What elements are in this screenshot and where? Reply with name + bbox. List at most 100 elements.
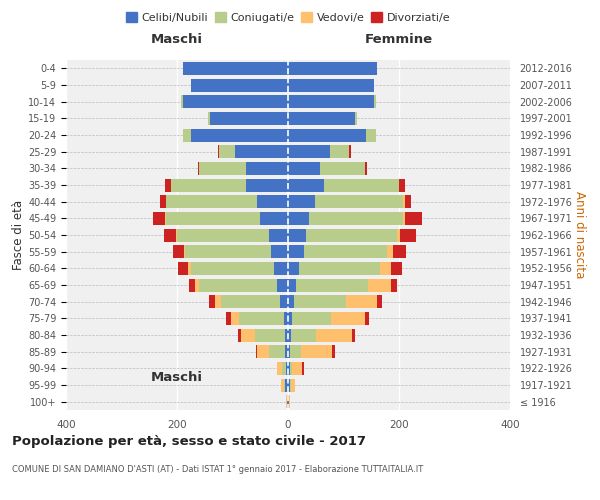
Bar xyxy=(189,278,195,291)
Bar xyxy=(374,95,376,108)
Bar xyxy=(309,212,403,225)
Bar xyxy=(400,228,416,241)
Bar xyxy=(290,362,292,375)
Bar xyxy=(284,378,285,392)
Bar xyxy=(288,395,289,408)
Bar xyxy=(397,228,400,241)
Bar xyxy=(285,328,288,342)
Bar xyxy=(281,378,284,392)
Bar xyxy=(288,162,320,175)
Text: Femmine: Femmine xyxy=(365,33,433,46)
Bar xyxy=(285,345,288,358)
Bar xyxy=(166,195,257,208)
Bar xyxy=(188,262,191,275)
Bar xyxy=(257,195,288,208)
Bar xyxy=(288,312,292,325)
Bar xyxy=(314,195,403,208)
Bar xyxy=(288,212,309,225)
Bar xyxy=(215,295,221,308)
Bar xyxy=(197,162,199,175)
Bar xyxy=(177,228,269,241)
Bar xyxy=(226,312,231,325)
Bar xyxy=(260,212,288,225)
Bar xyxy=(164,228,176,241)
Bar xyxy=(288,62,377,75)
Bar xyxy=(288,378,290,392)
Bar xyxy=(365,312,369,325)
Bar xyxy=(355,112,358,125)
Bar xyxy=(306,228,397,241)
Bar xyxy=(365,162,367,175)
Bar xyxy=(160,195,166,208)
Text: COMUNE DI SAN DAMIANO D'ASTI (AT) - Dati ISTAT 1° gennaio 2017 - Elaborazione TU: COMUNE DI SAN DAMIANO D'ASTI (AT) - Dati… xyxy=(12,465,423,474)
Bar xyxy=(301,345,332,358)
Bar xyxy=(165,178,172,192)
Bar xyxy=(211,112,288,125)
Bar xyxy=(403,195,404,208)
Bar xyxy=(387,245,394,258)
Y-axis label: Fasce di età: Fasce di età xyxy=(12,200,25,270)
Bar xyxy=(238,328,241,342)
Bar xyxy=(221,295,280,308)
Bar xyxy=(285,378,288,392)
Bar xyxy=(283,362,286,375)
Bar xyxy=(391,278,397,291)
Bar xyxy=(247,178,288,192)
Bar xyxy=(394,245,406,258)
Bar xyxy=(269,228,288,241)
Bar xyxy=(291,378,295,392)
Bar xyxy=(218,145,235,158)
Bar xyxy=(185,245,271,258)
Bar xyxy=(195,278,199,291)
Bar xyxy=(288,178,324,192)
Bar xyxy=(346,295,377,308)
Bar xyxy=(316,328,352,342)
Bar xyxy=(332,345,335,358)
Bar xyxy=(290,345,301,358)
Bar xyxy=(208,112,211,125)
Bar xyxy=(368,278,391,291)
Bar xyxy=(191,262,274,275)
Bar xyxy=(292,312,331,325)
Bar xyxy=(288,112,355,125)
Bar xyxy=(247,162,288,175)
Bar xyxy=(181,95,182,108)
Bar xyxy=(288,345,290,358)
Bar xyxy=(199,278,277,291)
Bar xyxy=(377,295,382,308)
Bar xyxy=(153,212,166,225)
Bar xyxy=(289,395,290,408)
Bar xyxy=(302,362,304,375)
Bar xyxy=(380,262,391,275)
Text: Popolazione per età, sesso e stato civile - 2017: Popolazione per età, sesso e stato civil… xyxy=(12,435,366,448)
Bar xyxy=(287,395,288,408)
Bar xyxy=(404,212,422,225)
Bar xyxy=(366,128,376,141)
Bar xyxy=(280,295,288,308)
Bar xyxy=(173,245,184,258)
Bar xyxy=(404,195,411,208)
Bar xyxy=(349,145,351,158)
Bar xyxy=(291,328,316,342)
Bar xyxy=(274,262,288,275)
Bar xyxy=(329,145,349,158)
Bar xyxy=(235,145,288,158)
Text: Maschi: Maschi xyxy=(151,372,203,384)
Bar xyxy=(277,278,288,291)
Bar xyxy=(299,262,380,275)
Bar xyxy=(277,362,283,375)
Bar xyxy=(293,295,346,308)
Bar xyxy=(292,362,302,375)
Bar xyxy=(352,328,355,342)
Bar xyxy=(288,78,374,92)
Bar xyxy=(320,162,365,175)
Bar xyxy=(191,128,288,141)
Bar xyxy=(288,362,290,375)
Legend: Celibi/Nubili, Coniugati/e, Vedovi/e, Divorziati/e: Celibi/Nubili, Coniugati/e, Vedovi/e, Di… xyxy=(121,8,455,28)
Bar xyxy=(288,262,299,275)
Bar xyxy=(172,178,247,192)
Bar xyxy=(182,95,288,108)
Bar xyxy=(288,295,293,308)
Bar xyxy=(304,245,387,258)
Bar xyxy=(296,278,368,291)
